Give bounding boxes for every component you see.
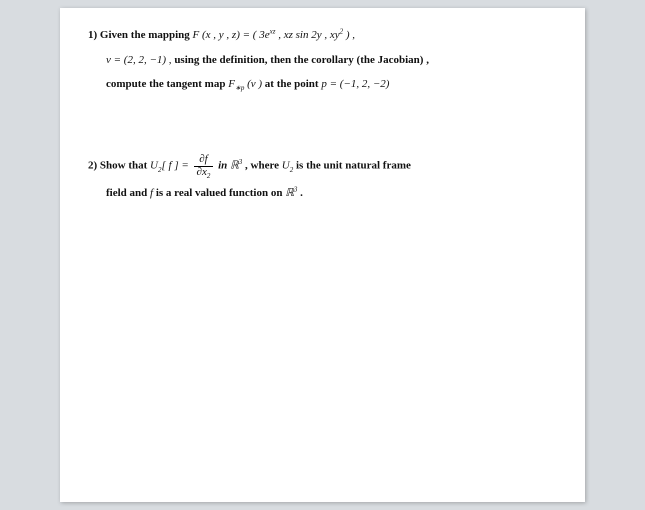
p2-R3-sup: 3 bbox=[239, 158, 243, 166]
p2-line2: field and f is a real valued function on… bbox=[88, 184, 563, 203]
p2-frac-den: ∂x2 bbox=[194, 167, 214, 179]
p1-text-given: Given the mapping bbox=[100, 29, 193, 41]
p2-show-that: Show that bbox=[100, 160, 150, 172]
p1-compute: compute the tangent map bbox=[106, 78, 228, 90]
paper-sheet: 1) Given the mapping F (x , y , z) = ( 3… bbox=[60, 8, 585, 502]
p1-line1: 1) Given the mapping F (x , y , z) = ( 3… bbox=[88, 26, 563, 45]
p2-U2b-sub: 2 bbox=[290, 166, 294, 174]
p2-U2b: U bbox=[282, 160, 290, 172]
p2-U2: U bbox=[150, 160, 158, 172]
p2-unit-frame: is the unit natural frame bbox=[296, 160, 411, 172]
p1-map-mid: , xz sin 2y , xy bbox=[275, 29, 339, 41]
p2-R3b: ℝ bbox=[285, 187, 294, 199]
p2-bracket-f: [ f ] = bbox=[162, 160, 189, 172]
p1-at-point: at the point bbox=[265, 78, 322, 90]
p2-R3: ℝ bbox=[230, 160, 239, 172]
p2-frac-den-dx: ∂x bbox=[197, 166, 207, 178]
p2-line1: 2) Show that U2[ f ] = ∂f ∂x2 in ℝ3 , wh… bbox=[88, 154, 563, 178]
p1-map-end: ) , bbox=[343, 29, 355, 41]
p1-map-F: F (x , y , z) = ( 3e bbox=[193, 29, 270, 41]
p2-where: , where bbox=[245, 160, 282, 172]
p1-line2: v = (2, 2, −1) , using the definition, t… bbox=[88, 51, 563, 70]
p2-period: . bbox=[300, 187, 303, 199]
p2-field-and: field and bbox=[106, 187, 150, 199]
p2-fraction: ∂f ∂x2 bbox=[194, 154, 214, 178]
p1-point-p: p = (−1, 2, −2) bbox=[321, 78, 389, 90]
p1-Fstar-F: F bbox=[228, 78, 235, 90]
p2-R3b-sup: 3 bbox=[294, 186, 298, 194]
p1-Fstar-v: (v ) bbox=[244, 78, 262, 90]
p2-real-valued: is a real valued function on bbox=[156, 187, 285, 199]
p1-using-def: using the definition, then the corollary… bbox=[174, 54, 429, 66]
p2-in: in bbox=[218, 160, 230, 172]
problem-1: 1) Given the mapping F (x , y , z) = ( 3… bbox=[88, 26, 563, 94]
p1-number: 1) bbox=[88, 29, 97, 41]
p2-number: 2) bbox=[88, 160, 97, 172]
p1-line3: compute the tangent map F∗p (v ) at the … bbox=[88, 75, 563, 94]
p2-f: f bbox=[150, 187, 153, 199]
page-content: 1) Given the mapping F (x , y , z) = ( 3… bbox=[60, 8, 585, 203]
p1-v: v = (2, 2, −1) , bbox=[106, 54, 172, 66]
p1-Fstar-sub: ∗p bbox=[235, 85, 244, 93]
p2-frac-den-sub: 2 bbox=[207, 172, 211, 180]
problem-2: 2) Show that U2[ f ] = ∂f ∂x2 in ℝ3 , wh… bbox=[88, 154, 563, 203]
